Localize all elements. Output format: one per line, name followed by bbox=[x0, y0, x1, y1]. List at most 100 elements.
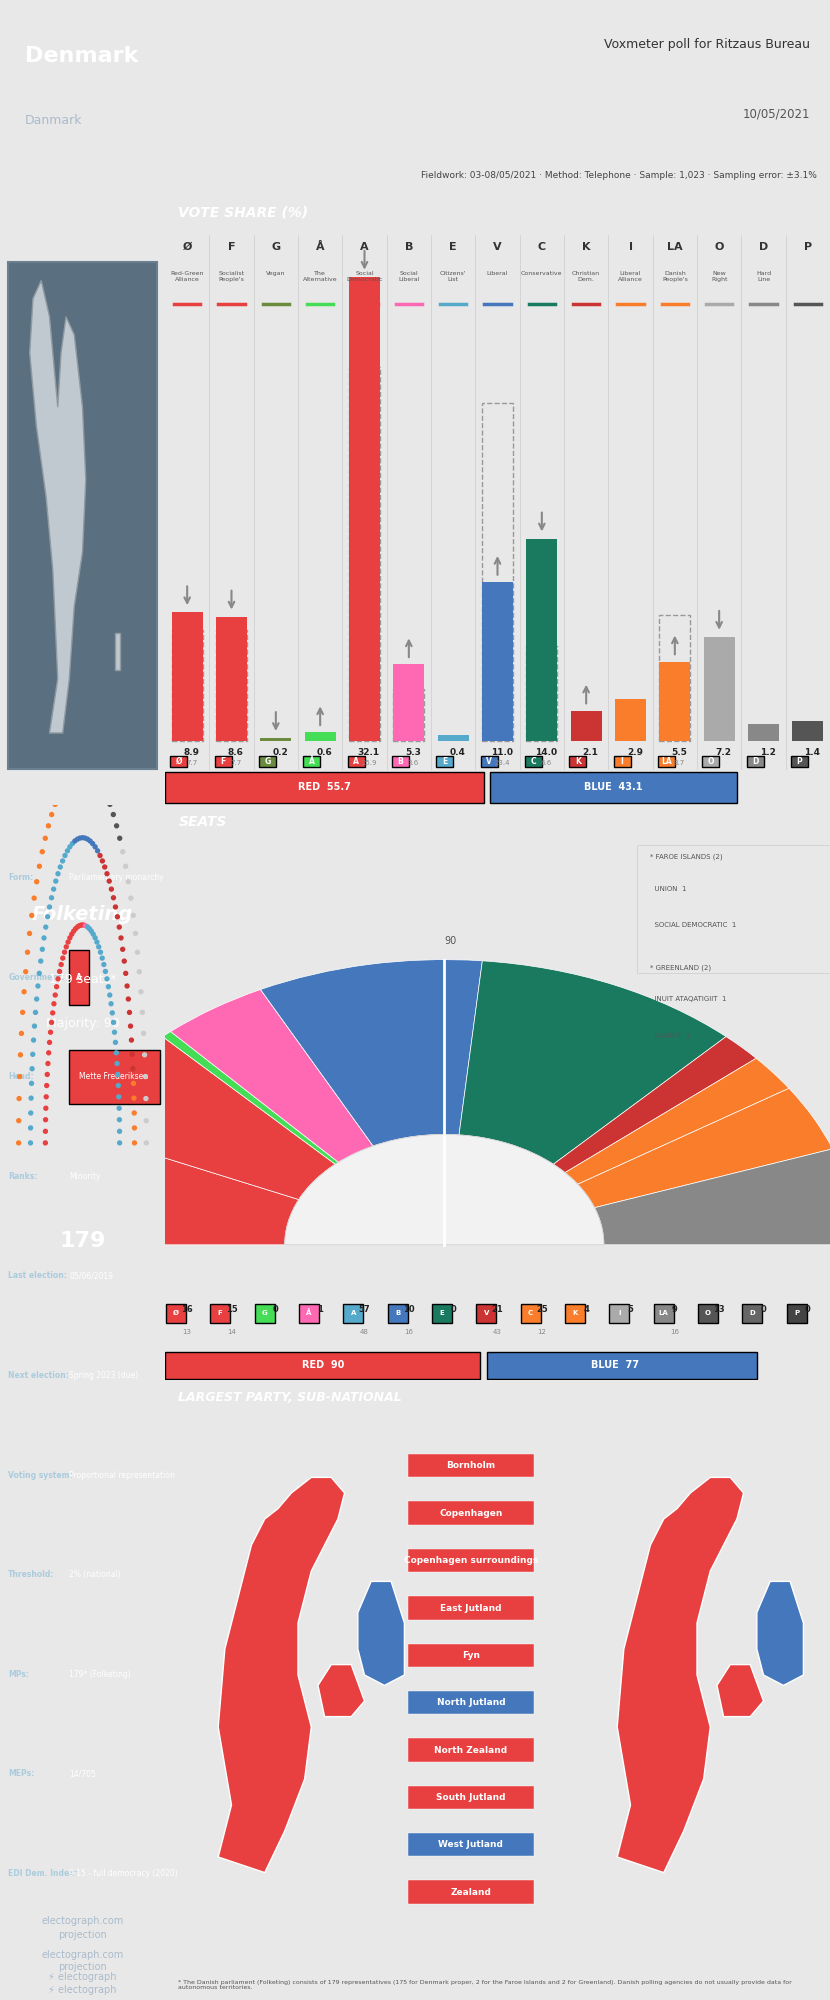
Text: Christian
Dem.: Christian Dem. bbox=[572, 272, 600, 282]
Polygon shape bbox=[358, 1582, 404, 1686]
Bar bbox=[393, 690, 424, 742]
Text: Copenhagen: Copenhagen bbox=[439, 1508, 503, 1518]
Text: LARGEST PARTY, SUB-NATIONAL: LARGEST PARTY, SUB-NATIONAL bbox=[178, 1392, 402, 1404]
Text: O: O bbox=[715, 242, 724, 252]
Text: 8.6: 8.6 bbox=[228, 748, 244, 758]
Text: Å: Å bbox=[309, 756, 315, 766]
Polygon shape bbox=[218, 1478, 344, 1872]
Text: New
Right: New Right bbox=[711, 272, 727, 282]
FancyBboxPatch shape bbox=[637, 844, 830, 974]
Text: 90: 90 bbox=[445, 936, 457, 946]
FancyBboxPatch shape bbox=[215, 756, 232, 768]
FancyBboxPatch shape bbox=[408, 1834, 534, 1856]
Wedge shape bbox=[32, 1128, 299, 1244]
Text: SIUMUT  1: SIUMUT 1 bbox=[651, 1032, 691, 1038]
Text: 8.7: 8.7 bbox=[674, 760, 685, 766]
Text: * FAROE ISLANDS (2): * FAROE ISLANDS (2) bbox=[651, 854, 723, 860]
Text: The
Alternative: The Alternative bbox=[303, 272, 338, 282]
FancyBboxPatch shape bbox=[653, 1304, 673, 1322]
FancyBboxPatch shape bbox=[791, 756, 808, 768]
Text: LA: LA bbox=[659, 1310, 668, 1316]
Text: 9.15 - full democracy (2020): 9.15 - full democracy (2020) bbox=[69, 1868, 178, 1878]
FancyBboxPatch shape bbox=[408, 1596, 534, 1620]
Text: 1.4: 1.4 bbox=[804, 748, 820, 758]
Text: INUIT ATAQATIGIIT  1: INUIT ATAQATIGIIT 1 bbox=[651, 996, 727, 1002]
Text: G: G bbox=[271, 242, 281, 252]
FancyBboxPatch shape bbox=[525, 756, 542, 768]
Bar bbox=[305, 732, 335, 742]
Text: Å: Å bbox=[306, 1310, 311, 1316]
Text: 14: 14 bbox=[227, 1330, 236, 1336]
Text: SOCIAL DEMOCRATIC  1: SOCIAL DEMOCRATIC 1 bbox=[651, 922, 737, 928]
Text: Fyn: Fyn bbox=[462, 1650, 480, 1660]
Text: E: E bbox=[449, 242, 457, 252]
Text: 3.6: 3.6 bbox=[408, 760, 419, 766]
Text: A: A bbox=[76, 972, 82, 982]
Text: LA: LA bbox=[661, 756, 671, 766]
Text: A: A bbox=[360, 242, 369, 252]
Text: E: E bbox=[442, 756, 447, 766]
Polygon shape bbox=[318, 1664, 364, 1716]
Text: 7.2: 7.2 bbox=[715, 748, 731, 758]
FancyBboxPatch shape bbox=[348, 756, 364, 768]
Text: 9: 9 bbox=[672, 1304, 678, 1314]
Text: Citizens'
List: Citizens' List bbox=[440, 272, 466, 282]
Text: * The Danish parliament (Folketing) consists of 179 representatives (175 for Den: * The Danish parliament (Folketing) cons… bbox=[178, 1980, 792, 1990]
Bar bbox=[172, 612, 203, 742]
Text: 0: 0 bbox=[451, 1304, 456, 1314]
FancyBboxPatch shape bbox=[487, 1352, 757, 1378]
Text: Government:: Government: bbox=[8, 972, 65, 982]
Text: 5: 5 bbox=[627, 1304, 633, 1314]
Text: 8.9: 8.9 bbox=[183, 748, 199, 758]
Text: 179 seats*: 179 seats* bbox=[49, 972, 116, 986]
FancyBboxPatch shape bbox=[481, 756, 497, 768]
Bar bbox=[571, 710, 602, 742]
Text: 0: 0 bbox=[805, 1304, 811, 1314]
Text: RED  90: RED 90 bbox=[301, 1360, 344, 1370]
Text: 25: 25 bbox=[536, 1304, 548, 1314]
FancyBboxPatch shape bbox=[408, 1786, 534, 1810]
Text: B: B bbox=[398, 756, 403, 766]
Text: 7.7: 7.7 bbox=[230, 760, 242, 766]
FancyBboxPatch shape bbox=[408, 1644, 534, 1666]
Text: K: K bbox=[575, 756, 581, 766]
Bar bbox=[482, 402, 513, 742]
Text: Vegan: Vegan bbox=[266, 272, 286, 276]
FancyBboxPatch shape bbox=[747, 756, 764, 768]
Text: Ø: Ø bbox=[173, 1310, 178, 1316]
Polygon shape bbox=[618, 1478, 744, 1872]
Text: O: O bbox=[707, 756, 714, 766]
Text: G: G bbox=[264, 756, 271, 766]
Text: K: K bbox=[582, 242, 590, 252]
Text: C: C bbox=[538, 242, 546, 252]
Text: SEATS: SEATS bbox=[178, 816, 227, 830]
Text: F: F bbox=[227, 242, 235, 252]
Text: Proportional representation: Proportional representation bbox=[69, 1470, 175, 1480]
Text: Å: Å bbox=[316, 242, 325, 252]
Bar bbox=[261, 738, 291, 742]
Text: 0.4: 0.4 bbox=[450, 748, 466, 758]
FancyBboxPatch shape bbox=[255, 1304, 275, 1322]
Text: I: I bbox=[618, 1310, 621, 1316]
Bar bbox=[482, 582, 513, 742]
Text: O: O bbox=[705, 1310, 710, 1316]
Text: 0: 0 bbox=[273, 1304, 279, 1314]
Text: 0: 0 bbox=[760, 1304, 766, 1314]
FancyBboxPatch shape bbox=[210, 1304, 230, 1322]
Wedge shape bbox=[565, 1058, 789, 1184]
Text: 05/06/2019: 05/06/2019 bbox=[69, 1272, 114, 1280]
Text: Ø: Ø bbox=[175, 756, 182, 766]
Text: Spring 2023 (due): Spring 2023 (due) bbox=[69, 1372, 139, 1380]
FancyBboxPatch shape bbox=[408, 1738, 534, 1762]
Text: 0.6: 0.6 bbox=[317, 748, 333, 758]
Bar bbox=[216, 630, 247, 742]
Text: D: D bbox=[752, 756, 759, 766]
Text: 0.2: 0.2 bbox=[272, 748, 288, 758]
FancyBboxPatch shape bbox=[787, 1304, 807, 1322]
Text: K: K bbox=[572, 1310, 578, 1316]
FancyBboxPatch shape bbox=[303, 756, 320, 768]
Text: 16: 16 bbox=[404, 1330, 413, 1336]
Text: 15: 15 bbox=[226, 1304, 237, 1314]
Text: EDI Dem. Index:: EDI Dem. Index: bbox=[8, 1868, 77, 1878]
FancyBboxPatch shape bbox=[437, 756, 453, 768]
